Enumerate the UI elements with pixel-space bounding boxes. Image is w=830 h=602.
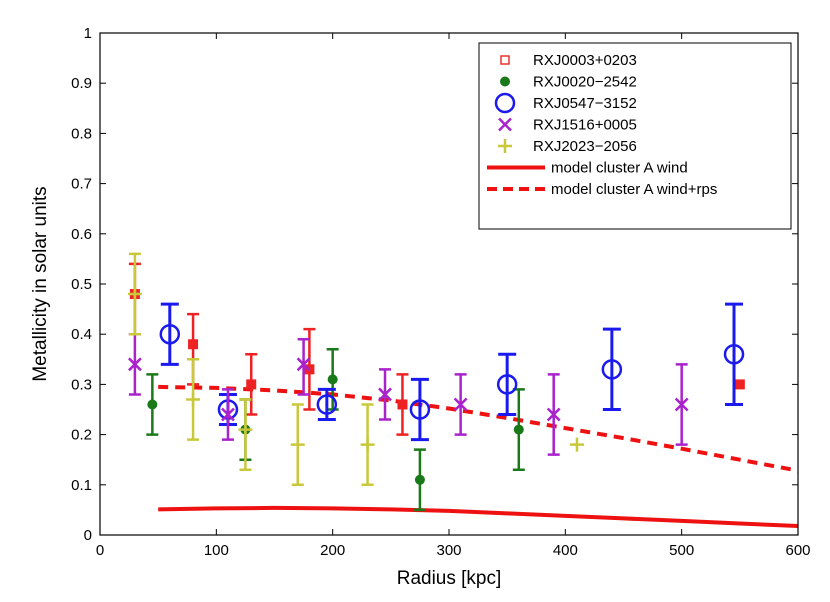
error-bar	[602, 327, 621, 411]
legend-marker	[498, 139, 512, 153]
x-tick-label: 400	[553, 542, 578, 559]
legend-item-rxj0003-0203: RXJ0003+0203	[500, 52, 637, 69]
x-tick-label: 100	[204, 542, 229, 559]
x-tick-labels: 0 100 200 300 400 500 600	[96, 542, 811, 559]
y-tick-label: 0.7	[71, 176, 92, 193]
legend-item-rxj2023-2056: RXJ2023−2056	[498, 138, 637, 155]
legend-label: model cluster A wind+rps	[551, 181, 717, 198]
data-point	[496, 374, 518, 395]
data-point	[188, 339, 199, 350]
error-bar	[498, 352, 517, 417]
legend-item-model-wind-rps: model cluster A wind+rps	[487, 181, 717, 198]
x-tick-label: 200	[320, 542, 345, 559]
data-point	[601, 359, 623, 380]
plot-frame	[99, 32, 799, 536]
data-point	[378, 387, 392, 402]
data-point	[569, 437, 584, 452]
y-tick-label: 0.2	[71, 427, 92, 444]
series-rxj0020-2542	[146, 348, 525, 512]
legend-label: RXJ0003+0203	[533, 52, 637, 69]
series-rxj2023-2056	[127, 252, 584, 487]
data-point	[147, 399, 158, 410]
legend-marker	[498, 117, 512, 132]
data-point	[296, 357, 311, 372]
y-tick-label: 0.3	[71, 376, 92, 393]
data-point	[360, 437, 375, 452]
data-point	[159, 323, 181, 345]
data-point	[414, 474, 425, 485]
data-point	[723, 344, 745, 365]
data-series	[127, 252, 745, 512]
y-tick-label: 0.5	[71, 276, 92, 293]
y-tick-label: 0	[84, 527, 92, 544]
data-point	[290, 437, 305, 452]
legend-label: RXJ1516+0005	[533, 117, 637, 134]
y-tick-labels: 0 0.1 0.2 0.3 0.4 0.5 0.6 0.7 0.8 0.9 1	[71, 25, 92, 544]
legend-item-rxj0020-2542: RXJ0020−2542	[500, 74, 637, 91]
series-rxj0003-0203	[128, 262, 745, 436]
error-bar	[297, 337, 310, 396]
data-point	[409, 399, 431, 420]
data-point	[128, 357, 142, 372]
model-lines	[158, 384, 799, 528]
legend-item-model-wind: model cluster A wind	[487, 160, 688, 177]
data-point	[221, 407, 235, 422]
data-point	[238, 422, 253, 437]
series-rxj0547-3152	[159, 302, 745, 442]
y-tick-label: 0.4	[71, 326, 92, 343]
x-tick-label: 0	[96, 542, 104, 559]
data-point	[674, 397, 689, 412]
legend-item-rxj0547-3152: RXJ0547−3152	[494, 92, 637, 114]
y-tick-label: 0.8	[71, 125, 92, 142]
y-tick-label: 1	[84, 25, 92, 42]
error-bar	[725, 302, 744, 406]
error-bar	[410, 377, 429, 442]
legend-label: RXJ0547−3152	[533, 95, 637, 112]
data-point	[397, 399, 408, 410]
data-point	[513, 424, 524, 435]
data-point	[316, 394, 338, 415]
data-point	[546, 407, 561, 422]
legend-marker	[500, 55, 510, 65]
legend-item-rxj1516-0005: RXJ1516+0005	[498, 117, 637, 134]
error-bar	[160, 302, 179, 366]
y-axis-label: Metallicity in solar units	[30, 186, 51, 381]
legend-label: RXJ0020−2542	[533, 74, 637, 91]
y-tick-label: 0.9	[71, 75, 92, 92]
legend-marker	[500, 76, 510, 87]
legend-label: RXJ2023−2056	[533, 138, 637, 155]
x-tick-label: 300	[436, 542, 461, 559]
data-point	[453, 397, 468, 412]
y-tick-label: 0.1	[71, 477, 92, 494]
x-tick-label: 500	[669, 542, 694, 559]
x-tick-label: 600	[785, 542, 810, 559]
data-point	[186, 392, 201, 407]
data-point	[127, 287, 142, 302]
model-line-wind	[158, 505, 799, 528]
data-point	[246, 379, 257, 390]
y-tick-label: 0.6	[71, 226, 92, 243]
legend-marker	[494, 92, 516, 114]
legend-box	[478, 42, 792, 230]
legend: RXJ0003+0203 RXJ0020−2542 RXJ0547−3152 RXJ1…	[478, 42, 792, 230]
data-point	[327, 374, 338, 385]
model-line-wind-rps	[158, 384, 799, 473]
legend-label: model cluster A wind	[551, 160, 688, 177]
data-point	[734, 379, 745, 390]
x-axis-label: Radius [kpc]	[397, 568, 502, 589]
